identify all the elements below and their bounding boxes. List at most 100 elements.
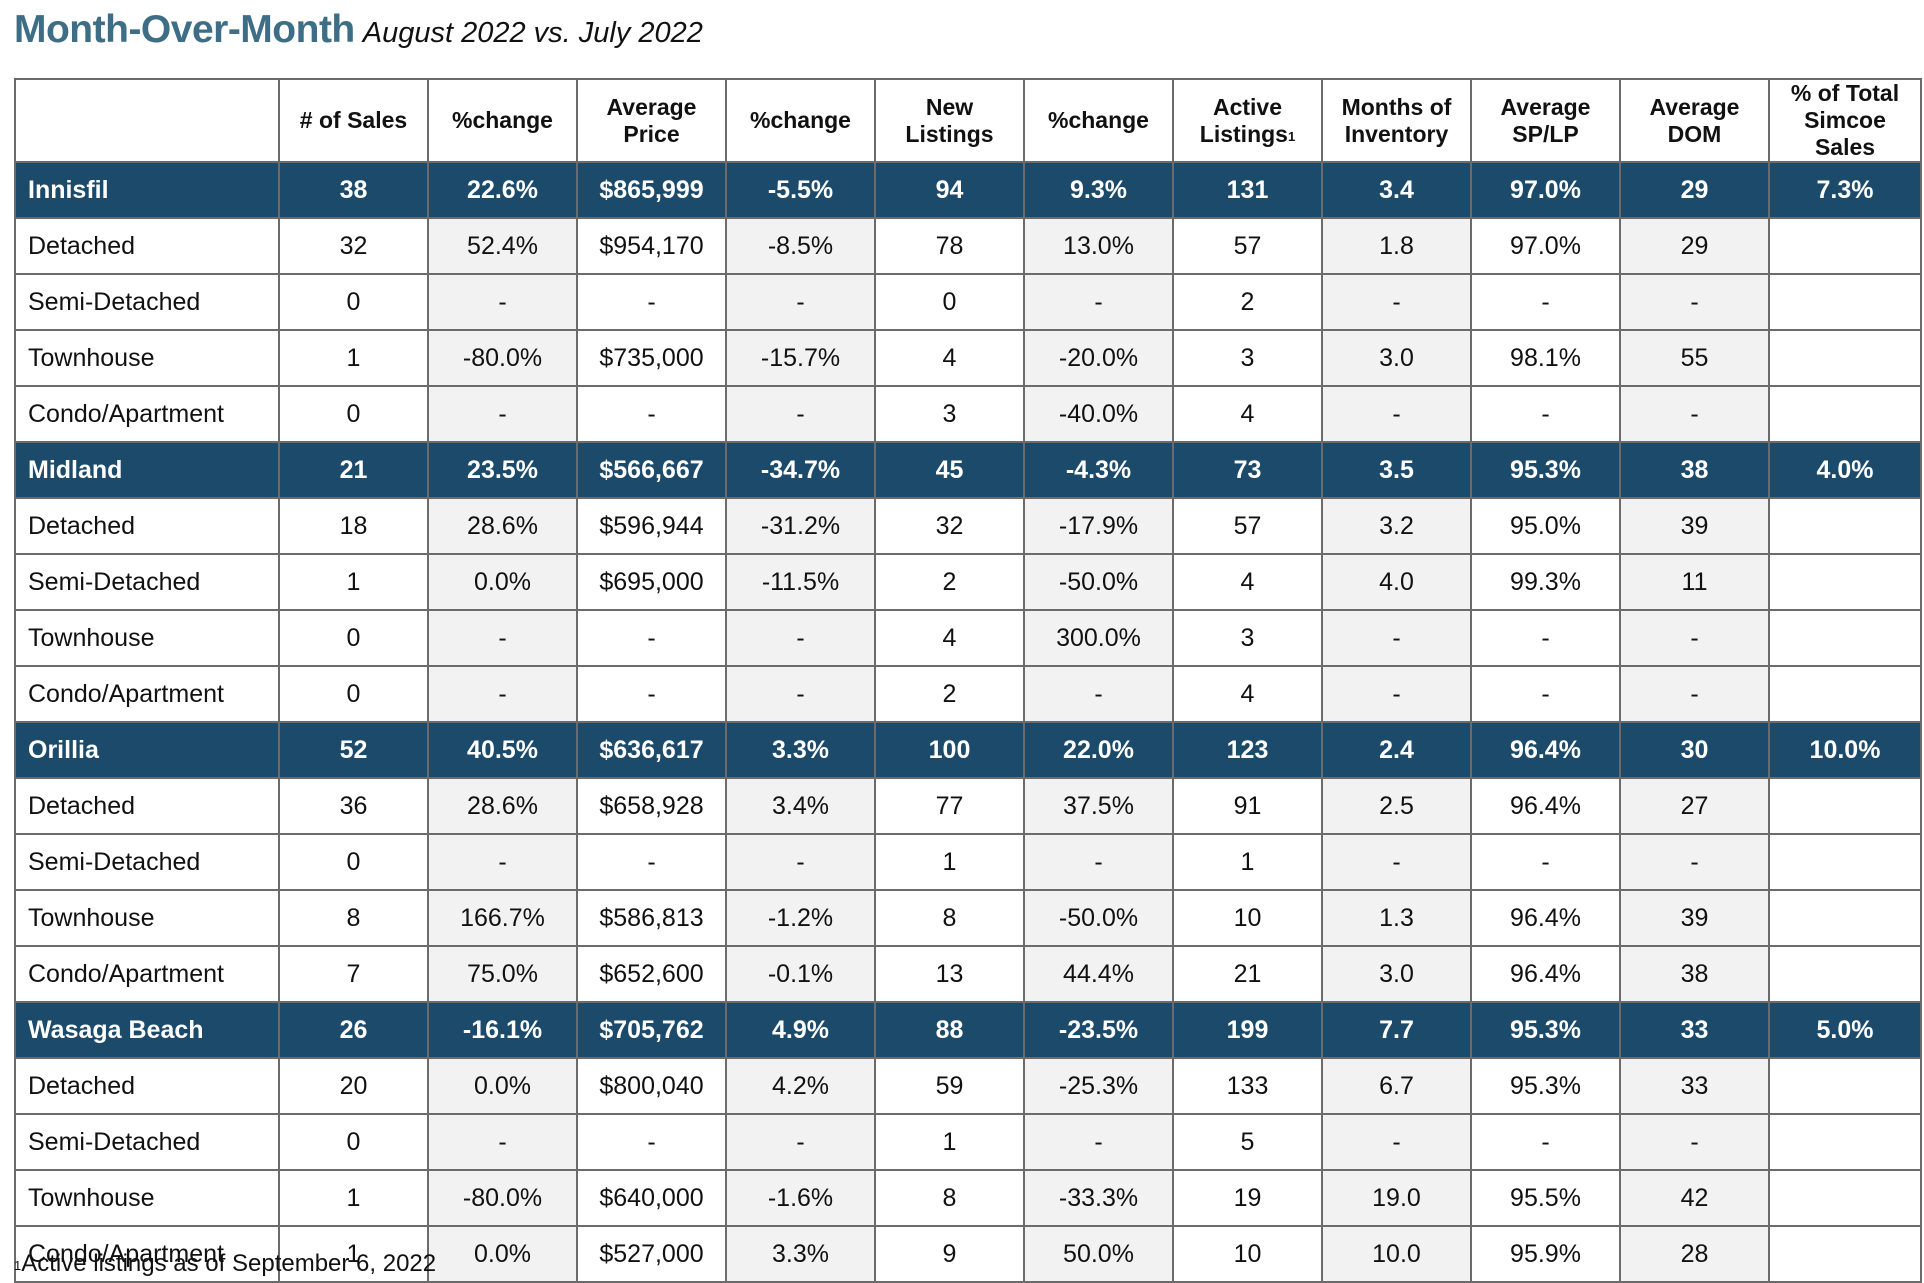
table-cell: 10.0% [1768, 721, 1922, 779]
table-cell [1768, 889, 1922, 947]
table-cell: 78 [874, 217, 1025, 275]
table-cell: 0 [278, 833, 429, 891]
table-cell: 27 [1619, 777, 1770, 835]
table-cell [1768, 833, 1922, 891]
table-cell: $954,170 [576, 217, 727, 275]
region-name: Wasaga Beach [14, 1001, 280, 1059]
table-row: Detached 36 28.6% $658,928 3.4% 77 37.5% 91 2.5 9… [14, 777, 1922, 835]
column-header-line-1: % of Total [1790, 80, 1900, 106]
column-header: Average DOM [1619, 78, 1770, 163]
table-cell [1768, 273, 1922, 331]
table-cell: 23.5% [427, 441, 578, 499]
table-cell: - [576, 1113, 727, 1171]
table-cell: 4.2% [725, 1057, 876, 1115]
table-cell: - [1023, 833, 1174, 891]
table-cell: 8 [874, 889, 1025, 947]
table-cell: $705,762 [576, 1001, 727, 1059]
table-cell: $640,000 [576, 1169, 727, 1227]
table-cell: 7.7 [1321, 1001, 1472, 1059]
column-header: Active Listings1 [1172, 78, 1323, 163]
table-row: Detached 18 28.6% $596,944 -31.2% 32 -17.9% 57 3… [14, 497, 1922, 555]
table-cell: 20 [278, 1057, 429, 1115]
table-cell: 0 [874, 273, 1025, 331]
table-cell: - [1023, 273, 1174, 331]
property-type: Detached [14, 777, 280, 835]
table-cell: 33 [1619, 1001, 1770, 1059]
table-cell: 0.0% [427, 1225, 578, 1283]
table-cell [1768, 1057, 1922, 1115]
table-cell: 0 [278, 665, 429, 723]
column-header: %change [427, 78, 578, 163]
table-cell: 44.4% [1023, 945, 1174, 1003]
table-cell [1768, 665, 1922, 723]
table-cell: - [1023, 665, 1174, 723]
table-cell: 95.3% [1470, 1001, 1621, 1059]
table-cell: 4.9% [725, 1001, 876, 1059]
table-cell: 38 [1619, 945, 1770, 1003]
region-row: Innisfil 38 22.6% $865,999 -5.5% 94 9.3% 131 3.4… [14, 161, 1922, 219]
table-cell: 28.6% [427, 497, 578, 555]
table-cell: 26 [278, 1001, 429, 1059]
table-row: Detached 20 0.0% $800,040 4.2% 59 -25.3% 133 6.7… [14, 1057, 1922, 1115]
table-cell: 3 [1172, 329, 1323, 387]
table-cell: 300.0% [1023, 609, 1174, 667]
column-header-line-1: Active [1212, 93, 1283, 120]
table-cell: 3.4% [725, 777, 876, 835]
table-row: Condo/Apartment 7 75.0% $652,600 -0.1% 13 44.4… [14, 945, 1922, 1003]
table-cell: - [427, 833, 578, 891]
table-cell [1768, 1113, 1922, 1171]
column-header-line-1: Months of [1341, 93, 1452, 120]
table-cell: $800,040 [576, 1057, 727, 1115]
table-cell: -80.0% [427, 329, 578, 387]
table-cell: 19 [1172, 1169, 1323, 1227]
table-cell: -1.6% [725, 1169, 876, 1227]
table-cell: 52 [278, 721, 429, 779]
column-header-line-3: Sales [1814, 134, 1876, 160]
table-cell: - [427, 609, 578, 667]
table-row: Condo/Apartment 1 0.0% $527,000 3.3% 9 50.0% 10… [14, 1225, 1922, 1283]
table-header-row: # of Sales %change Average Price %change New L… [14, 78, 1922, 163]
table-cell: 19.0 [1321, 1169, 1472, 1227]
table-cell: 1 [278, 1169, 429, 1227]
page-heading: Month-Over-Month August 2022 vs. July 202… [14, 8, 703, 52]
table-cell: 94 [874, 161, 1025, 219]
table-cell: 7 [278, 945, 429, 1003]
table-cell: - [1470, 273, 1621, 331]
table-cell: 95.3% [1470, 1057, 1621, 1115]
table-cell: -33.3% [1023, 1169, 1174, 1227]
table-cell: 3 [1172, 609, 1323, 667]
column-header-line-1: Average [1500, 93, 1591, 120]
table-cell [1768, 1169, 1922, 1227]
table-cell: 4 [1172, 385, 1323, 443]
table-cell: 3.5 [1321, 441, 1472, 499]
table-cell: 21 [278, 441, 429, 499]
table-cell: 3.2 [1321, 497, 1472, 555]
table-cell: 4 [874, 329, 1025, 387]
table-cell: - [1321, 273, 1472, 331]
column-header: # of Sales [278, 78, 429, 163]
table-cell: -25.3% [1023, 1057, 1174, 1115]
table-cell: 10 [1172, 889, 1323, 947]
table-cell: 166.7% [427, 889, 578, 947]
month-over-month-table: # of Sales %change Average Price %change New L… [14, 78, 1922, 1283]
table-cell: 133 [1172, 1057, 1323, 1115]
table-cell: 0.0% [427, 553, 578, 611]
table-cell: -5.5% [725, 161, 876, 219]
property-type: Semi-Detached [14, 833, 280, 891]
table-cell: 39 [1619, 497, 1770, 555]
table-cell: 95.0% [1470, 497, 1621, 555]
table-cell: 28.6% [427, 777, 578, 835]
table-cell: 3.0 [1321, 329, 1472, 387]
table-cell: 99.3% [1470, 553, 1621, 611]
table-cell: 96.4% [1470, 721, 1621, 779]
table-cell: 3.3% [725, 1225, 876, 1283]
table-cell: -1.2% [725, 889, 876, 947]
table-cell: 8 [278, 889, 429, 947]
property-type: Townhouse [14, 889, 280, 947]
table-cell: 29 [1619, 161, 1770, 219]
header-cell-blank [14, 78, 280, 163]
table-cell: 32 [278, 217, 429, 275]
table-cell: -20.0% [1023, 329, 1174, 387]
table-cell: -8.5% [725, 217, 876, 275]
